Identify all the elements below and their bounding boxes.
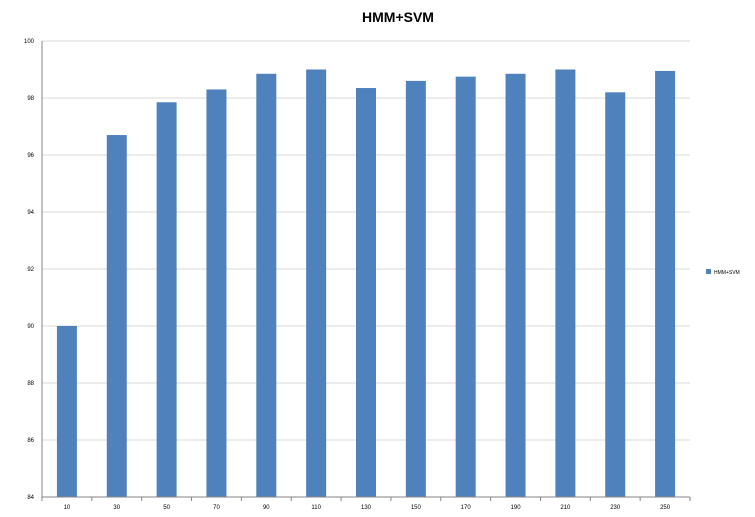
x-tick-label: 150: [411, 505, 422, 511]
bar: [455, 76, 476, 497]
y-tick-label: 92: [27, 267, 34, 273]
y-tick-label: 86: [27, 438, 34, 444]
x-tick-label: 110: [311, 505, 321, 511]
bar: [106, 135, 127, 498]
bar: [206, 89, 227, 497]
bar: [256, 73, 277, 498]
axes: [41, 41, 691, 501]
bar: [56, 326, 77, 497]
bars: [56, 69, 676, 498]
x-tick-label: 70: [213, 505, 220, 511]
x-tick-label: 90: [263, 505, 270, 511]
y-axis-ticks: 84 86 88 90 92 94 96 98 100: [24, 39, 35, 501]
legend-swatch: [706, 269, 711, 274]
bar: [405, 80, 426, 498]
y-tick-label: 88: [27, 381, 34, 387]
bar: [555, 69, 576, 497]
y-tick-label: 98: [27, 96, 34, 102]
bar: [306, 69, 327, 497]
chart-title: HMM+SVM: [362, 9, 434, 25]
y-tick-label: 96: [27, 153, 34, 159]
x-axis-ticks: 10 30 50 70 90 110 130 150 170 190 210 230 250: [64, 505, 671, 511]
x-tick-label: 250: [660, 505, 671, 511]
bar: [356, 88, 376, 498]
bar: [605, 92, 626, 498]
legend-label: HMM+SVM: [714, 270, 740, 276]
x-tick-label: 170: [461, 505, 472, 511]
x-tick-label: 50: [163, 505, 170, 511]
y-tick-label: 94: [27, 210, 34, 216]
bar: [655, 70, 676, 498]
x-tick-label: 230: [610, 505, 621, 511]
y-tick-label: 90: [27, 324, 34, 330]
x-tick-label: 130: [361, 505, 372, 511]
x-tick-label: 190: [511, 505, 522, 511]
y-tick-label: 100: [24, 39, 35, 45]
x-tick-label: 210: [560, 505, 571, 511]
bar: [505, 73, 526, 498]
x-tick-label: 10: [64, 505, 71, 511]
x-tick-label: 30: [113, 505, 120, 511]
y-tick-label: 84: [27, 495, 34, 501]
bar: [156, 102, 177, 498]
legend: HMM+SVM: [706, 269, 740, 276]
